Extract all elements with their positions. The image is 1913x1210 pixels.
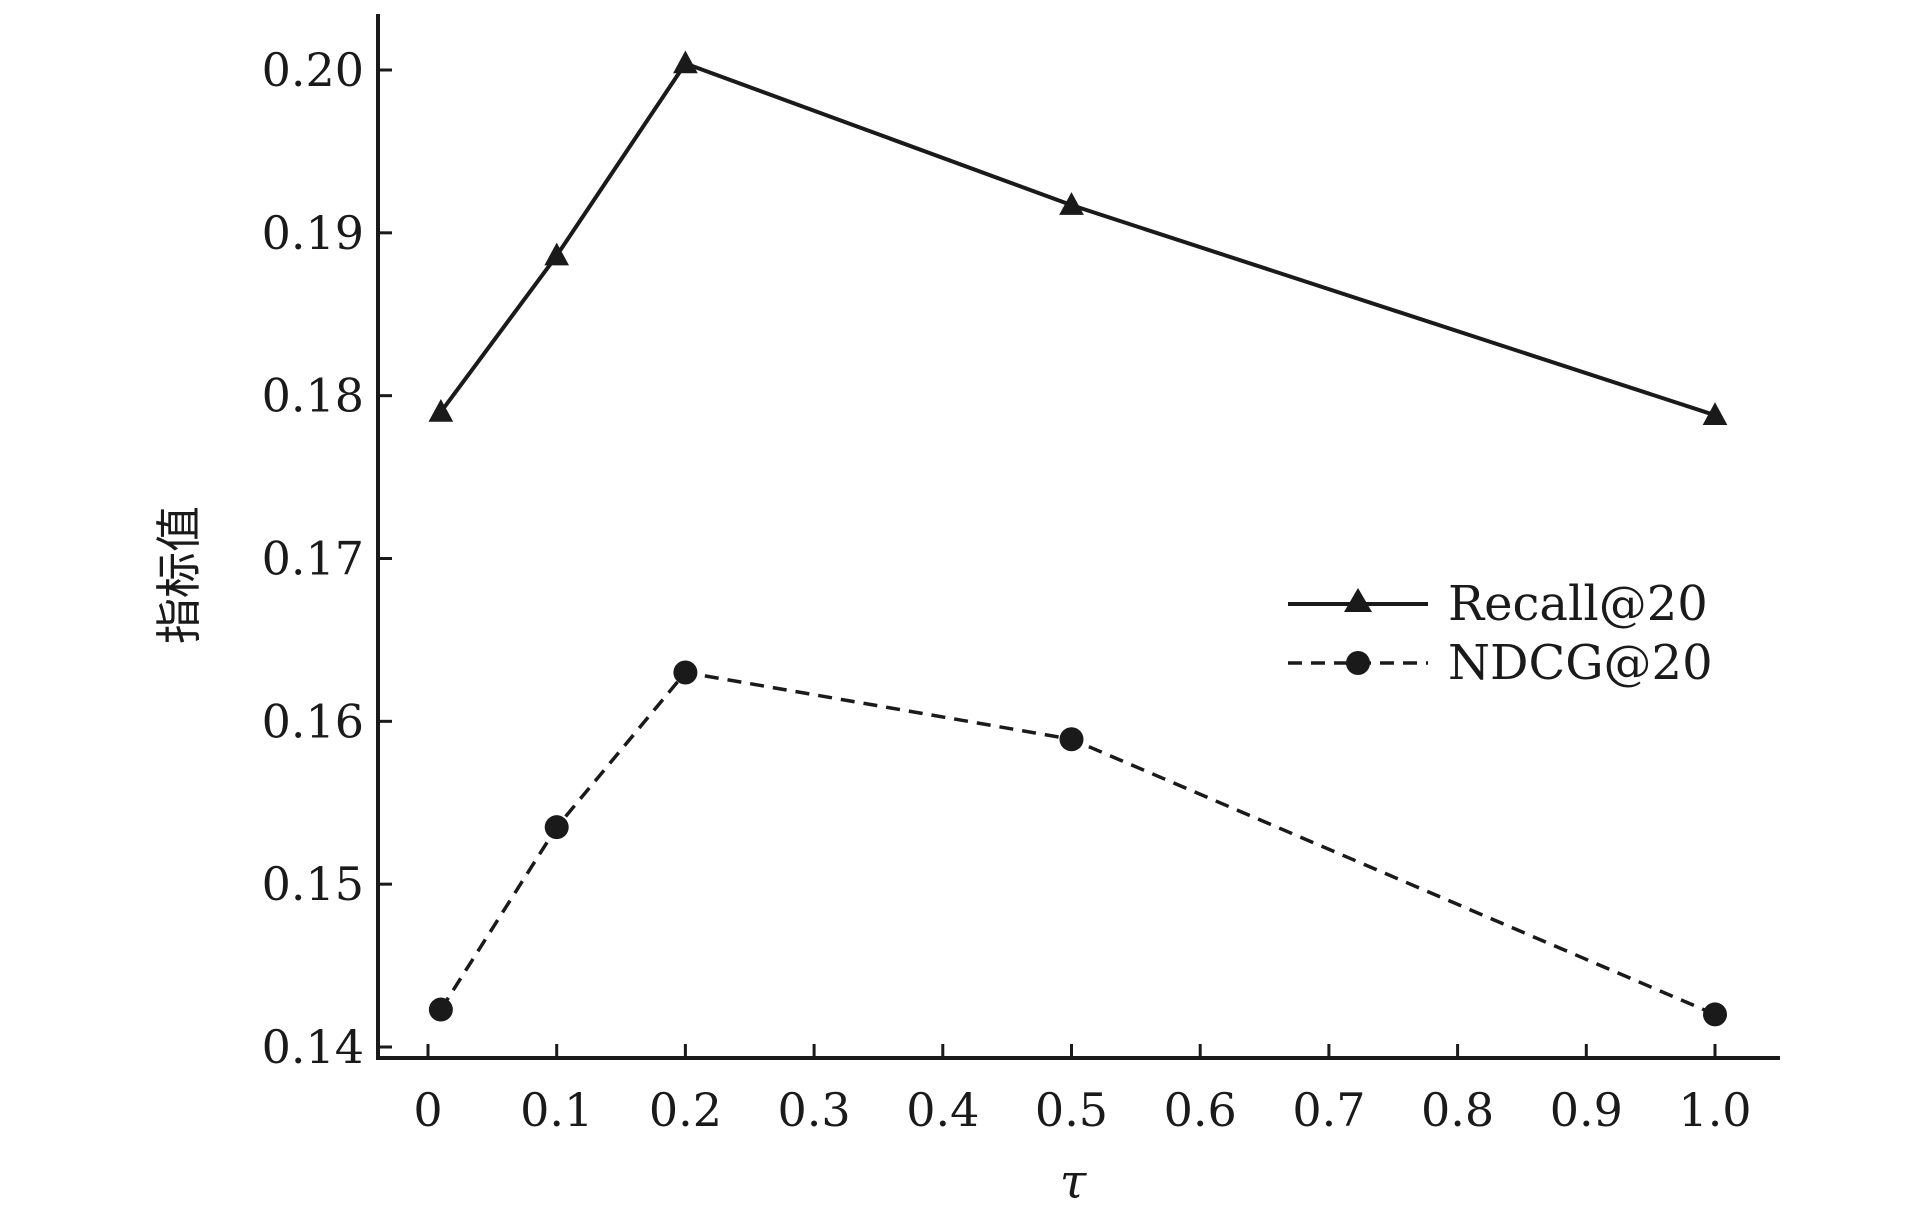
data-point-recall [673,50,698,74]
data-point-ndcg [673,660,698,685]
y-tick-label: 0.17 [262,532,364,586]
data-point-ndcg [1059,727,1084,752]
y-tick-label: 0.18 [262,369,364,423]
legend-marker-ndcg [1346,651,1370,675]
x-ticks: 0 0.1 0.2 0.3 0.4 0.5 0.6 0.7 0.8 0.9 1.0 [413,1044,1752,1137]
x-tick-label: 0 [413,1083,442,1137]
series-line-recall [439,61,1716,418]
axes [376,14,1780,1060]
x-tick-label: 0.8 [1421,1083,1494,1137]
y-axis-title: 指标值 [152,506,206,644]
y-tick-label: 0.14 [262,1020,364,1074]
legend-label-recall: Recall@20 [1448,576,1708,632]
x-tick-label: 0.7 [1292,1083,1365,1137]
legend-label-ndcg: NDCG@20 [1448,635,1713,691]
series-line-ndcg [439,670,1716,1017]
x-tick-label: 0.1 [520,1083,593,1137]
data-point-ndcg [544,815,569,840]
legend-item-ndcg: NDCG@20 [1288,635,1713,691]
data-point-recall [428,398,454,422]
y-tick-label: 0.19 [262,206,364,260]
data-point-ndcg [428,997,453,1022]
x-tick-label: 0.9 [1550,1083,1623,1137]
data-point-ndcg [1703,1002,1727,1027]
x-tick-label: 0.5 [1035,1083,1108,1137]
y-tick-label: 0.16 [262,694,364,748]
x-tick-label: 1.0 [1678,1083,1751,1137]
legend-item-recall: Recall@20 [1288,576,1708,632]
series [428,50,1728,1027]
x-tick-label: 0.4 [906,1083,979,1137]
data-point-recall [1702,402,1728,425]
legend-marker-recall [1344,588,1372,612]
y-tick-label: 0.15 [262,857,364,911]
x-tick-label: 0.3 [778,1083,851,1137]
data-point-recall [1059,192,1084,215]
legend: Recall@20 NDCG@20 [1288,576,1713,691]
x-tick-label: 0.6 [1164,1083,1237,1137]
data-point-recall [544,242,570,266]
x-axis-title: τ [1060,1154,1088,1205]
y-ticks: 0.14 0.15 0.16 0.17 0.18 0.19 0.20 [262,43,392,1074]
x-tick-label: 0.2 [649,1083,722,1137]
y-tick-label: 0.20 [262,43,364,97]
